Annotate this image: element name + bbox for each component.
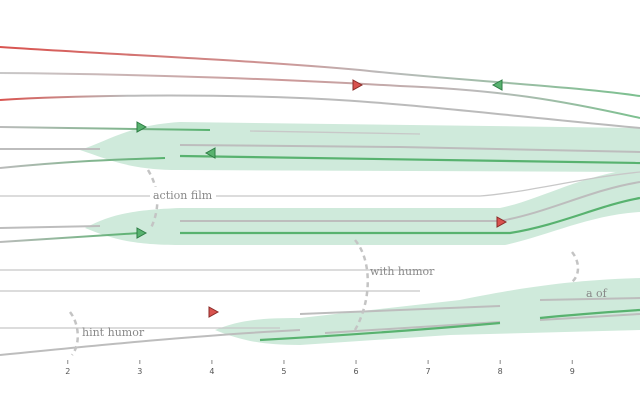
line xyxy=(299,297,640,315)
line xyxy=(0,46,640,97)
x-tick-label: 3 xyxy=(137,367,142,376)
line xyxy=(0,94,640,129)
band xyxy=(85,168,640,245)
annotation: hint humor xyxy=(82,326,145,339)
line xyxy=(179,154,640,165)
dash xyxy=(353,239,369,331)
storylines xyxy=(0,46,640,356)
x-tick-label: 5 xyxy=(281,367,286,376)
dash xyxy=(68,311,79,356)
line xyxy=(0,157,166,169)
annotation: with humor xyxy=(370,265,435,278)
x-tick-label: 6 xyxy=(353,367,358,376)
x-tick-label: 8 xyxy=(498,367,503,376)
line xyxy=(0,232,141,243)
x-tick-label: 9 xyxy=(570,367,575,376)
arrow xyxy=(208,306,220,318)
x-tick-label: 4 xyxy=(209,367,214,376)
line xyxy=(0,126,211,131)
line xyxy=(249,130,421,135)
line xyxy=(259,308,640,342)
dash xyxy=(570,251,580,283)
line xyxy=(180,196,640,235)
line xyxy=(0,313,640,356)
x-axis: 2 3 4 5 6 7 8 9 xyxy=(65,360,575,376)
x-tick-label: 2 xyxy=(65,367,70,376)
arrow xyxy=(136,121,148,133)
line xyxy=(0,171,640,197)
x-tick-label: 7 xyxy=(426,367,431,376)
line xyxy=(0,181,640,229)
arrow xyxy=(136,227,148,239)
annotation: action film xyxy=(153,189,213,202)
line xyxy=(179,144,640,153)
annotation: a of xyxy=(586,287,608,300)
band xyxy=(215,278,640,345)
arrow xyxy=(491,79,503,91)
arrow xyxy=(204,147,216,159)
line xyxy=(0,72,640,119)
label-bg xyxy=(150,187,216,202)
arrow xyxy=(352,79,364,91)
arrow xyxy=(496,216,508,228)
